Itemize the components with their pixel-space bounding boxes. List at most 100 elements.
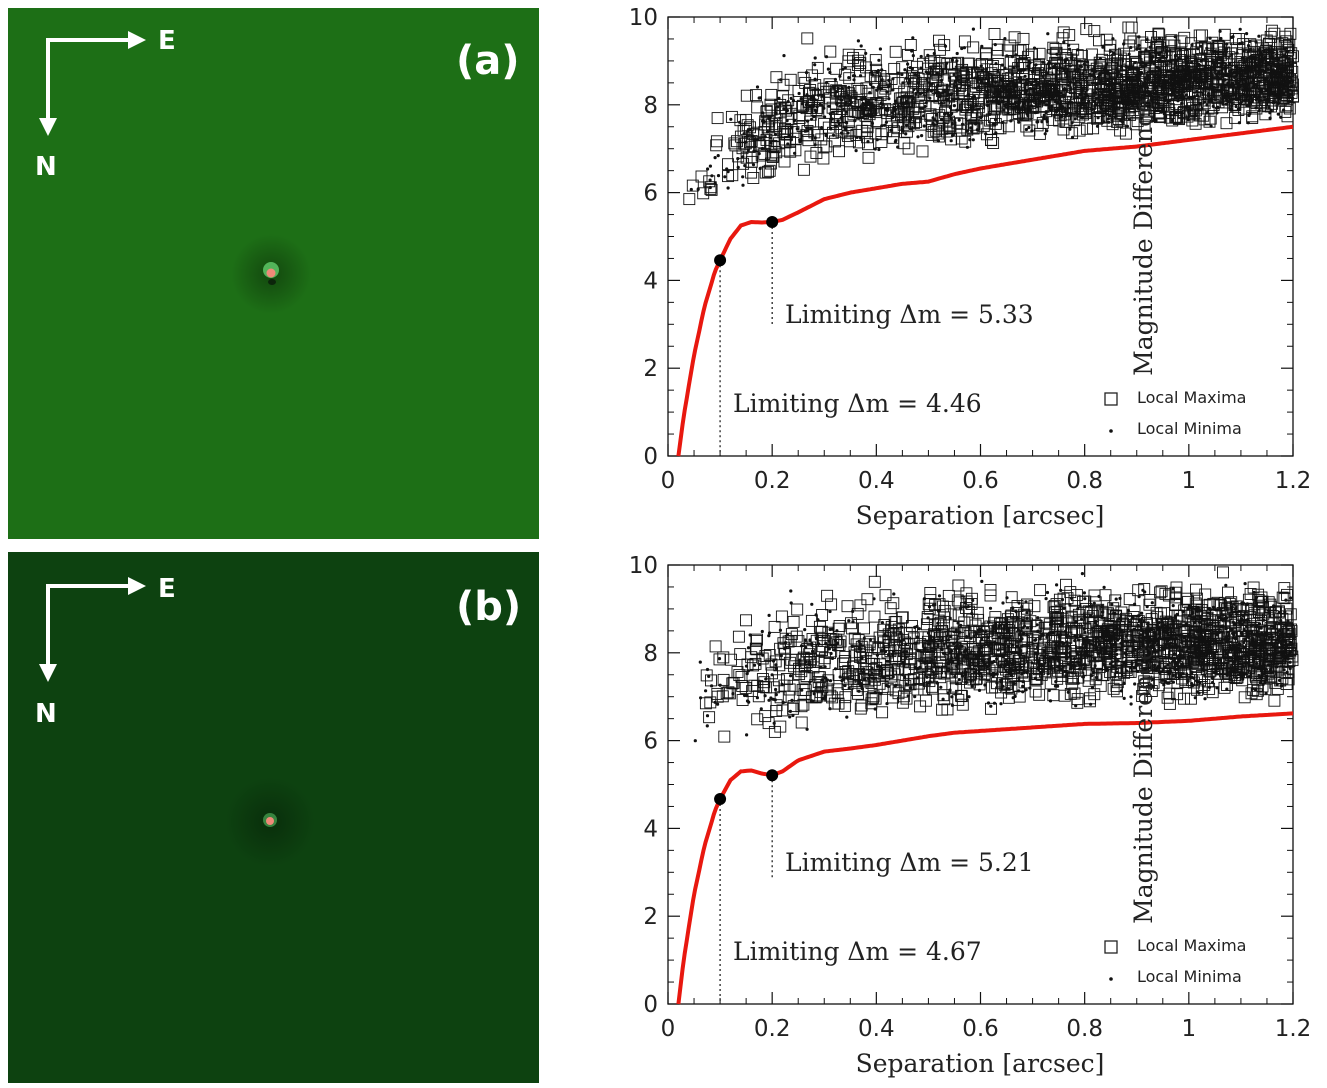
local-maximum-point <box>785 74 796 85</box>
local-minimum-point <box>1072 82 1075 85</box>
local-minimum-point <box>1230 36 1233 39</box>
local-minimum-point <box>869 83 872 86</box>
local-minimum-point <box>1188 614 1191 617</box>
limit-annotation-0.1: Limiting Δm = 4.46 <box>733 389 982 418</box>
local-minimum-point <box>1264 98 1267 101</box>
local-minimum-point <box>841 87 844 90</box>
local-minimum-point <box>1185 93 1188 96</box>
local-minimum-point <box>994 62 997 65</box>
local-minimum-point <box>929 680 932 683</box>
local-minimum-point <box>1125 80 1128 83</box>
local-minimum-point <box>1220 625 1223 628</box>
local-minimum-point <box>1165 624 1168 627</box>
local-minimum-point <box>718 657 721 660</box>
local-minimum-point <box>1281 643 1284 646</box>
local-minimum-point <box>881 78 884 81</box>
local-minimum-point <box>830 652 833 655</box>
local-minimum-point <box>953 73 956 76</box>
x-axis-label: Separation [arcsec] <box>856 501 1105 530</box>
local-minimum-point <box>1169 657 1172 660</box>
local-minimum-point <box>913 695 916 698</box>
local-minimum-point <box>853 119 856 122</box>
local-minimum-point <box>1129 46 1132 49</box>
local-minimum-point <box>1257 35 1260 38</box>
local-minimum-point <box>1255 662 1258 665</box>
local-minimum-point <box>1040 120 1043 123</box>
local-minimum-point <box>835 90 838 93</box>
local-minimum-point <box>966 78 969 81</box>
local-minimum-point <box>869 109 872 112</box>
local-minimum-point <box>969 637 972 640</box>
local-minimum-point <box>1096 125 1099 128</box>
local-minimum-point <box>1086 65 1089 68</box>
local-minimum-point <box>1081 572 1084 575</box>
local-minimum-point <box>1224 96 1227 99</box>
local-minimum-point <box>892 675 895 678</box>
local-minimum-point <box>1108 653 1111 656</box>
local-minimum-point <box>1036 105 1039 108</box>
local-minimum-point <box>1257 654 1260 657</box>
local-minimum-point <box>997 92 1000 95</box>
local-minimum-point <box>1012 84 1015 87</box>
local-minimum-point <box>1042 650 1045 653</box>
local-minimum-point <box>1144 78 1147 81</box>
local-minimum-point <box>1054 89 1057 92</box>
local-minimum-point <box>1138 619 1141 622</box>
local-maximum-point <box>1144 599 1155 610</box>
local-minimum-point <box>1085 644 1088 647</box>
legend-label-maxima: Local Maxima <box>1137 388 1246 407</box>
local-minimum-point <box>1057 666 1060 669</box>
local-minimum-point <box>1044 132 1047 135</box>
local-minimum-point <box>1017 76 1020 79</box>
local-minimum-point <box>992 96 995 99</box>
local-minimum-point <box>1182 68 1185 71</box>
local-minimum-point <box>1158 636 1161 639</box>
local-minimum-point <box>1042 117 1045 120</box>
local-minimum-point <box>907 82 910 85</box>
local-minimum-point <box>971 685 974 688</box>
local-minimum-point <box>1115 598 1118 601</box>
local-minimum-point <box>1064 652 1067 655</box>
local-minimum-point <box>779 629 782 632</box>
local-minimum-point <box>1269 92 1272 95</box>
local-minimum-point <box>887 79 890 82</box>
local-minimum-point <box>1010 674 1013 677</box>
local-minimum-point <box>1266 657 1269 660</box>
local-minimum-point <box>1082 69 1085 72</box>
local-minimum-point <box>1093 657 1096 660</box>
local-minimum-point <box>1011 55 1014 58</box>
local-minimum-point <box>1034 111 1037 114</box>
local-minimum-point <box>1013 94 1016 97</box>
local-minimum-point <box>1088 654 1091 657</box>
local-minimum-point <box>834 639 837 642</box>
local-minimum-point <box>876 665 879 668</box>
local-minimum-point <box>1266 68 1269 71</box>
local-minimum-point <box>870 666 873 669</box>
local-minimum-point <box>1093 82 1096 85</box>
local-minimum-point <box>1216 633 1219 636</box>
local-minimum-point <box>835 629 838 632</box>
local-minimum-point <box>953 675 956 678</box>
local-minimum-point <box>1081 97 1084 100</box>
local-minimum-point <box>1083 628 1086 631</box>
local-minimum-point <box>993 660 996 663</box>
local-minimum-point <box>1166 637 1169 640</box>
local-minimum-point <box>1234 92 1237 95</box>
local-maximum-point <box>953 694 964 705</box>
local-minimum-point <box>1079 635 1082 638</box>
local-minimum-point <box>1007 627 1010 630</box>
local-minimum-point <box>1258 72 1261 75</box>
local-minimum-point <box>1203 66 1206 69</box>
local-minimum-point <box>850 95 853 98</box>
local-minimum-point <box>1262 50 1265 53</box>
local-minimum-point <box>1084 93 1087 96</box>
local-minimum-point <box>1195 679 1198 682</box>
local-minimum-point <box>1041 61 1044 64</box>
local-maximum-point <box>1205 113 1216 124</box>
local-minimum-point <box>813 98 816 101</box>
local-minimum-point <box>1076 607 1079 610</box>
local-maximum-point <box>890 46 901 57</box>
local-maximum-point <box>760 711 771 722</box>
local-maximum-point <box>842 601 853 612</box>
local-minimum-point <box>1182 84 1185 87</box>
